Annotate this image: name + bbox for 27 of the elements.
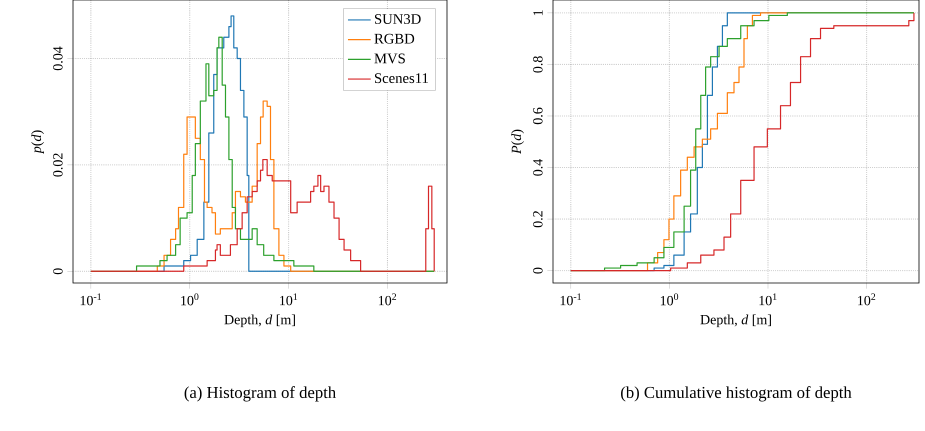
y-axis-title: p(d) [31,130,44,154]
x-tick-label: 10$^{1}$ [759,293,777,306]
legend-label: SUN3D [374,14,421,24]
y-tick-label: 0.02 [53,153,63,177]
text: (a) Histogram of depth [184,386,336,402]
legend-label: RGBD [374,34,414,44]
legend-label: Scenes11 [374,73,428,84]
text: (b) Cumulative histogram of depth [621,386,852,402]
y-tick-label: 0.4 [533,159,543,176]
y-tick-label: 0 [533,268,543,274]
x-tick-label: 10$^{0}$ [181,293,198,306]
x-axis-title: Depth, d [m] [224,314,295,328]
x-tick-label: 10$^{-1}$ [560,293,581,306]
x-tick-label: 10$^{2}$ [858,293,876,306]
y-tick-label: 0.8 [533,56,543,73]
y-tick-label: 0.2 [533,211,543,228]
x-tick-label: 10$^{2}$ [378,293,396,306]
x-tick-label: 10$^{1}$ [280,293,298,306]
y-tick-label: 0.04 [53,46,63,70]
legend-label: MVS [374,54,405,64]
x-tick-label: 10$^{0}$ [660,293,678,306]
x-tick-label: 10$^{-1}$ [80,293,102,306]
y-axis-title: P(d) [511,130,524,154]
y-tick-label: 0.6 [533,108,543,124]
y-tick-label: 0 [53,268,63,274]
y-tick-label: 1 [533,10,543,16]
x-axis-title: Depth, d [m] [700,314,771,328]
